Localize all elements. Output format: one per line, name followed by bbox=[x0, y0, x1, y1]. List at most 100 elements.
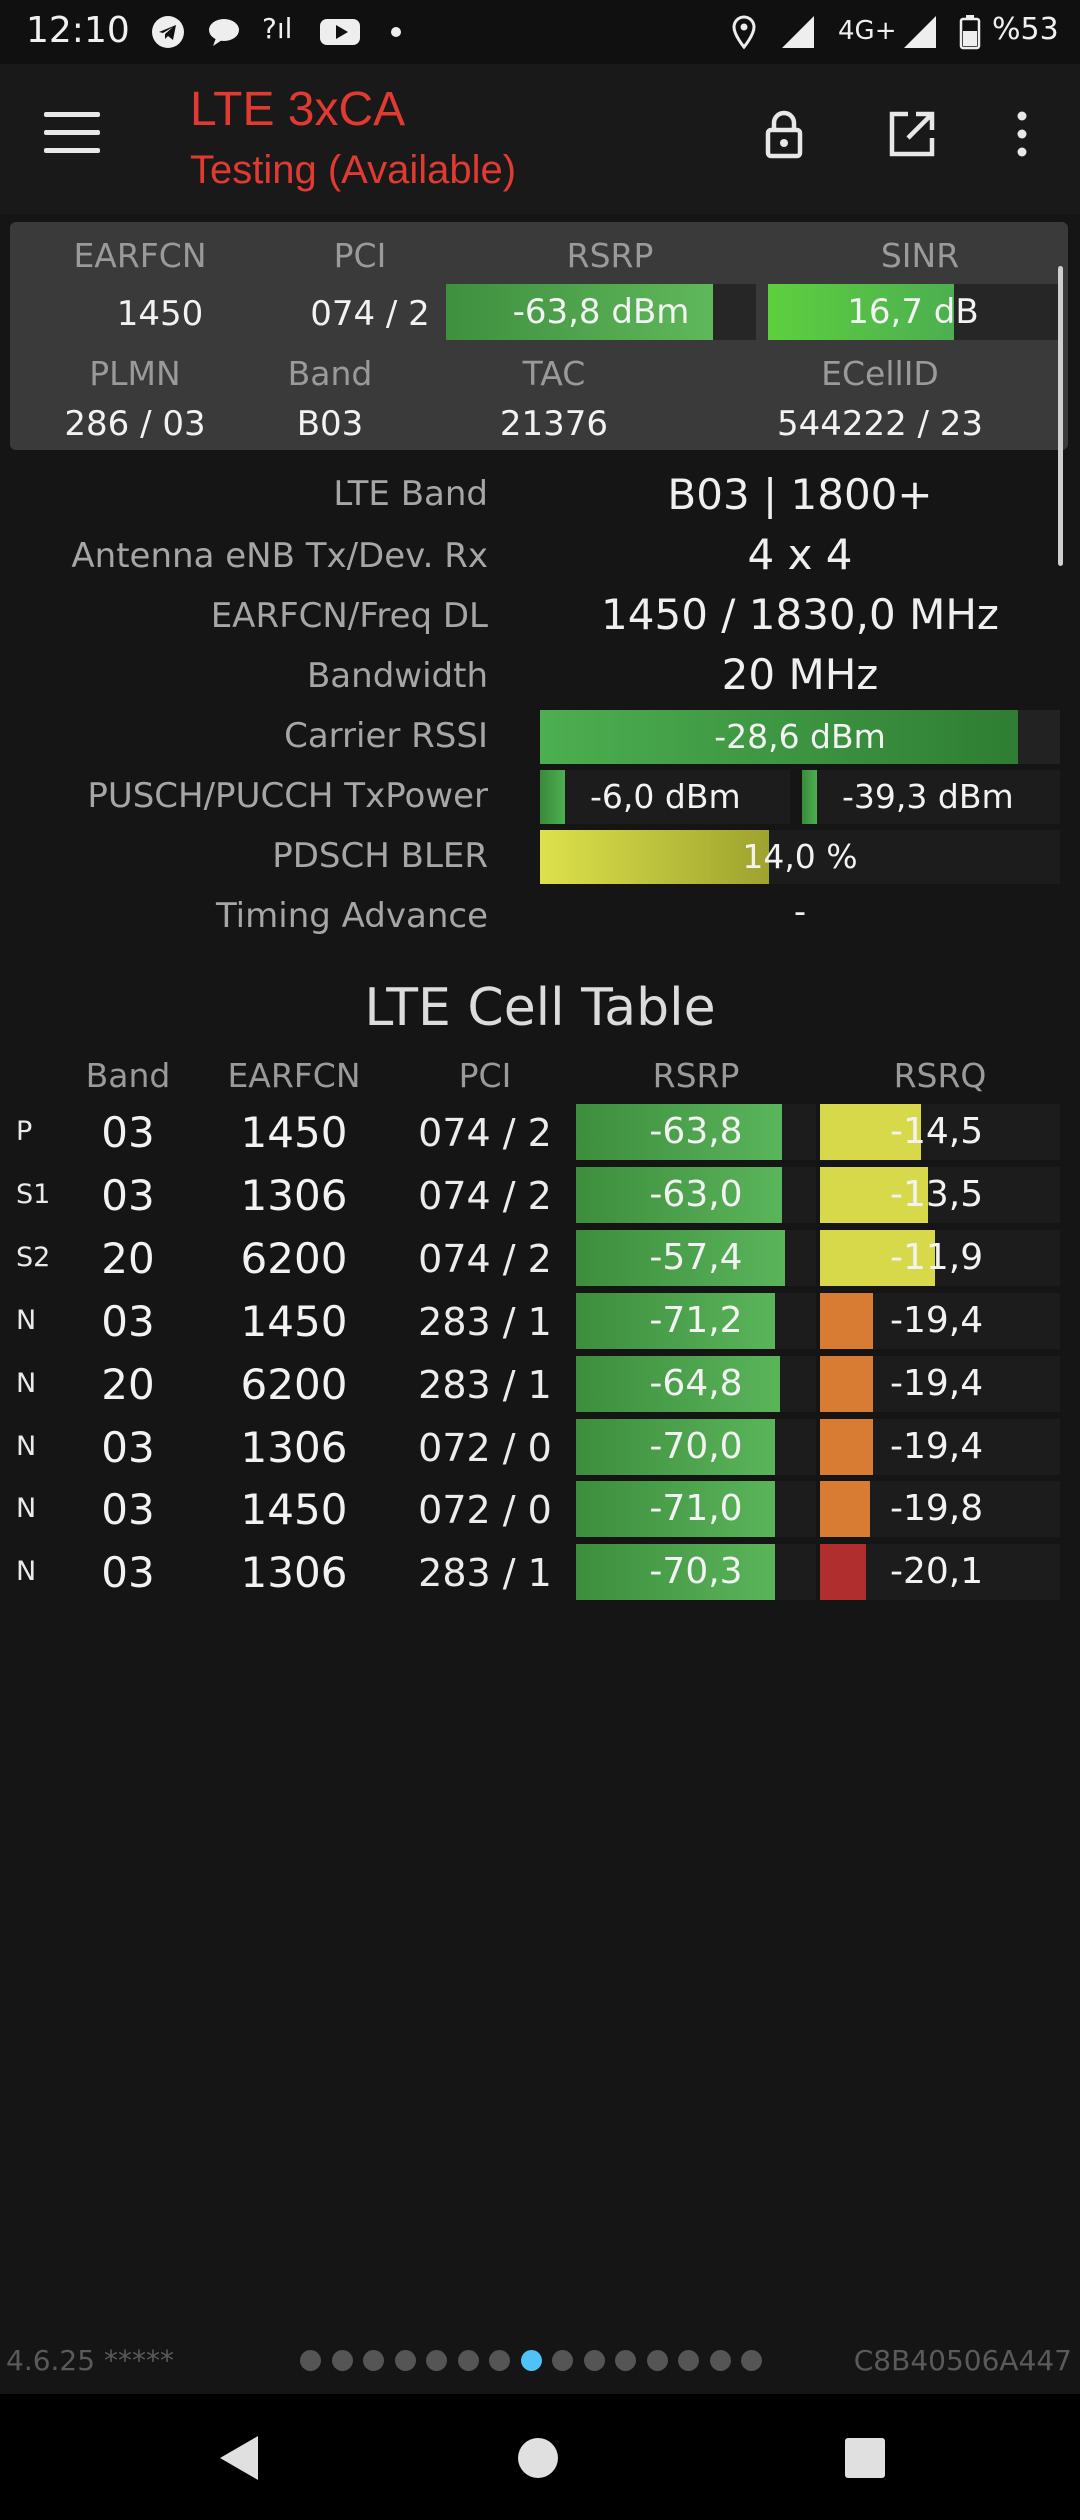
page-dot[interactable] bbox=[678, 2350, 699, 2371]
cell-table-title: LTE Cell Table bbox=[364, 978, 716, 1038]
earfcn-label: EARFCN bbox=[73, 236, 207, 275]
cell-rsrq-value: -19,4 bbox=[890, 1362, 984, 1404]
cell-band: 20 bbox=[101, 1359, 155, 1409]
col-pci: PCI bbox=[458, 1056, 512, 1095]
page-dot[interactable] bbox=[394, 2350, 416, 2371]
cell-rsrq-value: -19,4 bbox=[890, 1425, 984, 1467]
cell-pci: 074 / 2 bbox=[418, 1236, 552, 1281]
ecellid-value: 544222 / 23 bbox=[776, 404, 984, 444]
sinr-bar: 16,7 dB bbox=[768, 284, 1058, 340]
pucch-txpower-bar: -39,3 dBm bbox=[802, 770, 1060, 824]
cell-rsrp-bar: -71,2 bbox=[576, 1292, 816, 1349]
page-dot[interactable] bbox=[615, 2350, 636, 2371]
bler-value: 14,0 % bbox=[742, 837, 858, 876]
cell-earfcn: 1450 bbox=[240, 1108, 348, 1157]
page-dot[interactable] bbox=[709, 2350, 731, 2371]
signal-icon bbox=[904, 16, 936, 48]
page-dot[interactable] bbox=[741, 2350, 762, 2371]
cell-type: S1 bbox=[16, 1178, 51, 1210]
cell-rsrq-value: -14,5 bbox=[890, 1111, 984, 1152]
cell-rsrp-bar: -70,3 bbox=[576, 1544, 816, 1601]
antenna-label: Antenna eNB Tx/Dev. Rx bbox=[71, 536, 488, 576]
bandwidth-value: 20 MHz bbox=[721, 650, 879, 699]
col-earfcn: EARFCN bbox=[227, 1056, 361, 1095]
carrier-rssi-bar: -28,6 dBm bbox=[540, 710, 1060, 764]
menu-icon bbox=[44, 112, 100, 117]
lte-band-value: B03 | 1800+ bbox=[667, 470, 933, 519]
page-dot[interactable] bbox=[426, 2350, 447, 2371]
battery-icon bbox=[959, 15, 981, 50]
page-dot[interactable] bbox=[646, 2350, 668, 2371]
cell-pci: 283 / 1 bbox=[418, 1362, 552, 1407]
page-dot[interactable] bbox=[552, 2350, 573, 2371]
tac-label: TAC bbox=[522, 354, 586, 393]
home-button[interactable] bbox=[514, 2434, 562, 2482]
cell-pci: 074 / 2 bbox=[418, 1173, 552, 1218]
cell-earfcn: 6200 bbox=[240, 1359, 348, 1409]
more-vert-icon[interactable] bbox=[990, 102, 1054, 166]
page-dot[interactable] bbox=[300, 2350, 321, 2371]
table-row: N 20 6200 283 / 1 -64,8 -19,4 bbox=[0, 1354, 1080, 1416]
youtube-icon bbox=[320, 19, 360, 45]
recents-button[interactable] bbox=[843, 2436, 887, 2480]
serving-cell-summary: EARFCN PCI RSRP SINR 1450 074 / 2 -63,8 … bbox=[10, 222, 1068, 450]
cell-rsrq-value: -13,5 bbox=[890, 1173, 984, 1215]
page-dot[interactable] bbox=[457, 2350, 479, 2371]
open-external-icon[interactable] bbox=[880, 102, 944, 166]
page-dot[interactable] bbox=[363, 2350, 384, 2371]
cell-rsrp-value: -70,0 bbox=[649, 1425, 743, 1467]
cell-earfcn: 1306 bbox=[240, 1170, 348, 1220]
status-time: 12:10 bbox=[26, 10, 130, 51]
scrollbar[interactable] bbox=[1058, 266, 1063, 566]
status-bar: 12:10 ?ıl 4G+ %53 bbox=[0, 0, 1080, 64]
cell-rsrp-value: -57,4 bbox=[649, 1236, 743, 1278]
cell-type: N bbox=[16, 1493, 37, 1525]
cell-rsrq-bar: -14,5 bbox=[820, 1104, 1060, 1160]
rsrp-label: RSRP bbox=[566, 236, 654, 275]
location-icon bbox=[732, 15, 756, 50]
lte-band-label: LTE Band bbox=[333, 474, 488, 514]
pci-value: 074 / 2 bbox=[310, 294, 430, 334]
cell-pci: 072 / 0 bbox=[418, 1425, 552, 1470]
cell-pci: 283 / 1 bbox=[418, 1551, 552, 1596]
navigation-bar bbox=[0, 2394, 1080, 2520]
app-subtitle: Testing (Available) bbox=[190, 148, 517, 192]
pusch-txpower-value: -6,0 dBm bbox=[590, 777, 741, 816]
page-dot-active[interactable] bbox=[520, 2350, 542, 2371]
table-row: N 03 1450 283 / 1 -71,2 -19,4 bbox=[0, 1291, 1080, 1353]
cell-pci: 074 / 2 bbox=[418, 1111, 552, 1155]
cell-rsrq-value: -19,4 bbox=[890, 1299, 984, 1341]
table-row: S1 03 1306 074 / 2 -63,0 -13,5 bbox=[0, 1165, 1080, 1227]
tac-value: 21376 bbox=[499, 404, 609, 444]
page-dot[interactable] bbox=[331, 2350, 353, 2371]
cell-rsrp-bar: -71,0 bbox=[576, 1481, 816, 1538]
cell-earfcn: 6200 bbox=[240, 1233, 348, 1283]
cell-type: N bbox=[16, 1304, 37, 1336]
device-id: C8B40506A447 bbox=[853, 2344, 1072, 2377]
cell-rsrp-value: -70,3 bbox=[649, 1551, 743, 1593]
signal-question-icon: ?ıl bbox=[262, 12, 293, 45]
table-row: P 03 1450 074 / 2 -63,8 -14,5 bbox=[0, 1102, 1080, 1164]
page-dot[interactable] bbox=[489, 2350, 510, 2371]
dot-icon bbox=[391, 27, 401, 37]
cell-rsrp-bar: -63,8 bbox=[576, 1104, 816, 1160]
menu-button[interactable] bbox=[44, 112, 100, 156]
bler-label: PDSCH BLER bbox=[272, 836, 488, 876]
sinr-label: SINR bbox=[880, 236, 960, 275]
app-bar: LTE 3xCA Testing (Available) bbox=[0, 64, 1080, 214]
cell-earfcn: 1306 bbox=[240, 1422, 348, 1472]
cell-rsrq-value: -19,8 bbox=[890, 1488, 984, 1530]
back-button[interactable] bbox=[216, 2434, 262, 2482]
col-rsrp: RSRP bbox=[652, 1056, 740, 1095]
app-title: LTE 3xCA bbox=[190, 83, 406, 136]
telegram-icon bbox=[152, 16, 184, 48]
lock-icon[interactable] bbox=[752, 102, 816, 166]
table-row: N 03 1450 072 / 0 -71,0 -19,8 bbox=[0, 1479, 1080, 1541]
page-dot[interactable] bbox=[583, 2350, 605, 2371]
cell-rsrp-value: -71,0 bbox=[649, 1488, 743, 1530]
bandwidth-label: Bandwidth bbox=[306, 656, 488, 696]
timing-advance-value: - bbox=[793, 892, 807, 932]
cell-band: 03 bbox=[101, 1422, 155, 1472]
cell-rsrp-bar: -70,0 bbox=[576, 1418, 816, 1475]
battery-level: %53 bbox=[992, 12, 1059, 47]
